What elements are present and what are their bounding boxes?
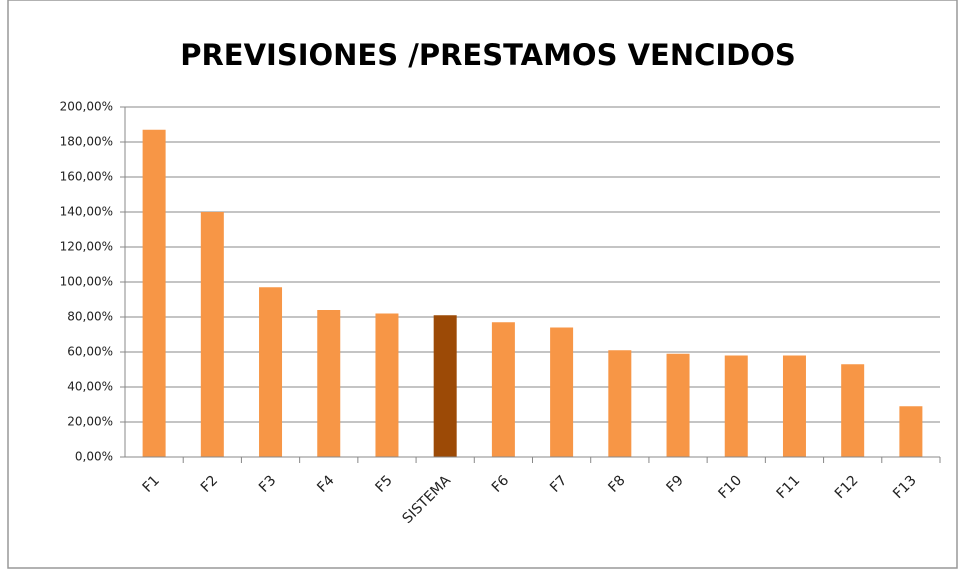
bar — [259, 287, 283, 457]
bar — [375, 313, 399, 457]
bar — [317, 310, 341, 457]
y-tick-label: 200,00% — [60, 100, 113, 114]
bar — [433, 315, 457, 457]
bar — [899, 406, 923, 457]
y-tick-label: 120,00% — [60, 240, 113, 254]
bar — [491, 322, 515, 457]
bar — [200, 212, 224, 457]
y-tick-label: 40,00% — [67, 380, 113, 394]
y-tick-label: 180,00% — [60, 135, 113, 149]
y-tick-label: 80,00% — [67, 310, 113, 324]
bar — [550, 327, 574, 457]
y-tick-label: 160,00% — [60, 170, 113, 184]
y-tick-label: 20,00% — [67, 415, 113, 429]
bar — [782, 355, 806, 457]
bar — [724, 355, 748, 457]
chart-frame — [7, 0, 958, 569]
bar — [608, 350, 632, 457]
y-tick-label: 140,00% — [60, 205, 113, 219]
chart-title: PREVISIONES /PRESTAMOS VENCIDOS — [180, 38, 796, 72]
bar — [142, 129, 166, 457]
y-tick-label: 100,00% — [60, 275, 113, 289]
bar — [841, 364, 865, 457]
y-tick-label: 0,00% — [75, 450, 113, 464]
y-tick-label: 60,00% — [67, 345, 113, 359]
bar — [666, 353, 690, 457]
